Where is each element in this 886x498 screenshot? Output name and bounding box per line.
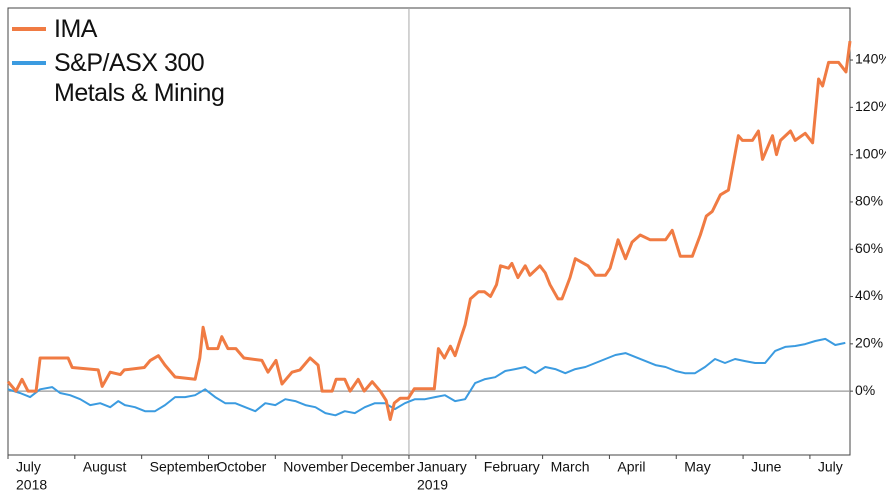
y-tick-label: 40% xyxy=(855,287,883,303)
legend-label: IMA xyxy=(54,15,97,43)
legend-entry: IMA xyxy=(12,14,234,44)
y-tick-label: 100% xyxy=(855,145,886,161)
x-tick-label: January xyxy=(417,459,467,475)
x-tick-label: February xyxy=(484,459,540,475)
legend-swatch xyxy=(12,61,46,65)
series-line xyxy=(7,337,846,417)
x-tick-label: November xyxy=(283,459,348,475)
x-tick-label: September xyxy=(150,459,219,475)
y-tick-label: 140% xyxy=(855,51,886,67)
x-year-label: 2019 xyxy=(417,477,448,493)
x-tick-label: August xyxy=(83,459,127,475)
x-tick-label: July xyxy=(818,459,843,475)
x-tick-label: July xyxy=(16,459,41,475)
x-tick-label: October xyxy=(216,459,266,475)
x-tick-label: December xyxy=(350,459,415,475)
legend-label: S&P/ASX 300 Metals & Mining xyxy=(54,49,225,107)
y-tick-label: 120% xyxy=(855,98,886,114)
plot-frame xyxy=(7,7,851,456)
legend-swatch xyxy=(12,27,46,31)
y-tick-label: 20% xyxy=(855,335,883,351)
series-line xyxy=(6,40,852,421)
y-tick-label: 80% xyxy=(855,193,883,209)
x-tick-label: June xyxy=(751,459,782,475)
y-tick-label: 60% xyxy=(855,240,883,256)
y-tick-label: 0% xyxy=(855,382,875,398)
legend: IMA S&P/ASX 300 Metals & Mining xyxy=(12,14,234,112)
x-year-label: 2018 xyxy=(16,477,47,493)
legend-entry: S&P/ASX 300 Metals & Mining xyxy=(12,48,234,108)
x-tick-label: March xyxy=(551,459,590,475)
x-tick-label: May xyxy=(684,459,710,475)
x-tick-label: April xyxy=(617,459,645,475)
